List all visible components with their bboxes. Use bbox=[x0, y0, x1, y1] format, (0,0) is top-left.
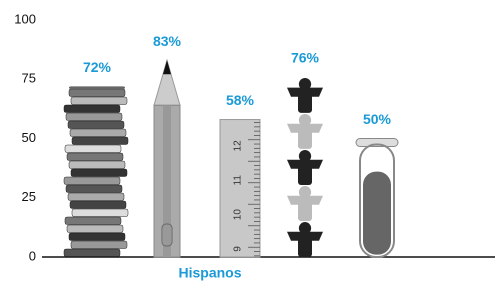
book bbox=[64, 105, 120, 113]
person-arms bbox=[287, 160, 323, 169]
person-arms bbox=[287, 124, 323, 133]
person-arms bbox=[287, 232, 323, 241]
y-tick-label: 0 bbox=[29, 248, 36, 263]
book bbox=[68, 193, 124, 201]
ruler bbox=[220, 120, 260, 257]
pictogram-bar bbox=[287, 78, 323, 257]
y-tick-label: 100 bbox=[14, 11, 36, 26]
person-arms bbox=[287, 196, 323, 205]
value-label: 76% bbox=[291, 50, 320, 66]
tube-liquid bbox=[363, 172, 391, 255]
book bbox=[71, 97, 127, 105]
book bbox=[70, 129, 126, 137]
pictogram-bar bbox=[154, 60, 180, 257]
y-tick-label: 50 bbox=[22, 130, 36, 145]
pictogram-bar bbox=[64, 86, 128, 256]
book bbox=[66, 185, 122, 193]
book bbox=[66, 113, 122, 121]
book bbox=[69, 89, 125, 97]
book bbox=[72, 209, 128, 217]
value-label: 58% bbox=[226, 92, 255, 108]
x-axis-label: Hispanos bbox=[178, 265, 241, 281]
value-label: 72% bbox=[83, 59, 112, 75]
book bbox=[69, 233, 125, 241]
ruler-label: 12 bbox=[233, 140, 244, 152]
person-arms bbox=[287, 88, 323, 97]
pencil-lead bbox=[163, 60, 171, 74]
y-tick-label: 25 bbox=[22, 189, 36, 204]
ruler-label: 9 bbox=[233, 246, 244, 252]
book bbox=[64, 177, 120, 185]
book bbox=[67, 153, 123, 161]
value-label: 50% bbox=[363, 111, 392, 127]
ruler-label: 11 bbox=[233, 175, 244, 186]
book bbox=[64, 249, 120, 257]
book bbox=[68, 121, 124, 129]
book bbox=[71, 169, 127, 177]
value-label: 83% bbox=[153, 33, 182, 49]
y-tick-label: 75 bbox=[22, 71, 36, 86]
book bbox=[69, 86, 125, 89]
book bbox=[72, 137, 128, 145]
ruler-label: 10 bbox=[233, 209, 244, 221]
pencil-stripe bbox=[163, 105, 171, 257]
book bbox=[70, 201, 126, 209]
book bbox=[67, 225, 123, 233]
book bbox=[65, 145, 121, 153]
book bbox=[71, 241, 127, 249]
book bbox=[69, 161, 125, 169]
chart: Hispanos 0 25 50 75 100 72% 83% 9 10 11 12 58% 76% 50… bbox=[0, 0, 495, 286]
pictogram-bar: 9 10 11 12 bbox=[220, 120, 260, 257]
book bbox=[65, 217, 121, 225]
pictogram-bar bbox=[356, 139, 398, 258]
